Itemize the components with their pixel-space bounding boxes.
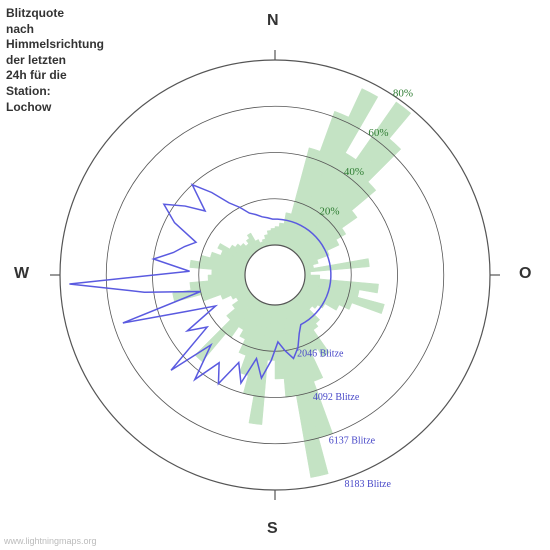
pct-label: 40% [344,166,364,178]
compass-west: W [14,265,29,283]
count-label: 2046 Blitze [297,349,344,360]
compass-south: S [267,520,278,538]
pct-label: 60% [368,127,388,139]
footer-credit: www.lightningmaps.org [4,536,97,546]
chart-title: Blitzquote nach Himmelsrichtung der letz… [6,6,104,115]
pct-label: 20% [319,205,339,217]
bar-sector [305,272,311,275]
compass-north: N [267,12,279,30]
count-label: 4092 Blitze [313,392,360,403]
pct-label: 80% [393,88,413,100]
center-hole [245,245,305,305]
count-label: 6137 Blitze [329,436,376,447]
compass-east: O [519,265,531,283]
count-label: 8183 Blitze [345,479,392,490]
